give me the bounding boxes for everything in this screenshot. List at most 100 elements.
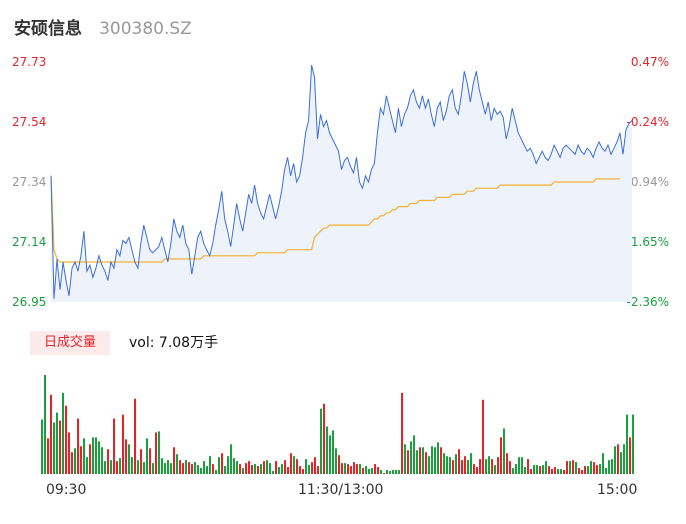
volume-bar — [275, 461, 278, 474]
volume-bar — [50, 394, 53, 474]
volume-bar — [260, 464, 263, 474]
volume-bar — [629, 437, 632, 474]
volume-bar — [251, 465, 254, 474]
volume-bar — [476, 467, 479, 474]
volume-bar — [467, 460, 470, 474]
volume-bar — [362, 468, 365, 474]
volume-bar — [473, 464, 476, 474]
volume-bar — [557, 469, 560, 474]
volume-bar — [59, 420, 62, 474]
volume-bar — [191, 464, 194, 474]
volume-bar — [542, 465, 545, 474]
volume-bar — [623, 444, 626, 474]
volume-bar — [332, 430, 335, 474]
volume-bar — [323, 403, 326, 474]
price-axis-label-low: 26.95 — [12, 295, 47, 309]
volume-bar — [455, 454, 458, 474]
volume-bar — [302, 469, 305, 474]
volume-bar — [593, 462, 596, 474]
volume-bar — [464, 456, 467, 474]
volume-bar — [446, 456, 449, 474]
volume-bar — [500, 437, 503, 474]
volume-bar — [521, 457, 524, 474]
volume-bar — [383, 473, 386, 474]
volume-bar — [47, 438, 50, 474]
volume-bar — [182, 463, 185, 474]
volume-bar — [194, 462, 197, 474]
volume-bar — [314, 457, 317, 474]
volume-bar — [254, 464, 257, 474]
price-axis-label-high: 27.73 — [12, 55, 47, 69]
volume-bar — [338, 455, 341, 474]
volume-tab[interactable]: 日成交量 — [30, 331, 110, 355]
volume-bar — [146, 438, 149, 474]
volume-bar — [530, 469, 533, 474]
volume-bar — [143, 462, 146, 474]
time-label-open: 09:30 — [46, 482, 87, 498]
volume-bar — [494, 465, 497, 474]
volume-bar — [113, 418, 116, 474]
volume-bar — [263, 461, 266, 474]
volume-bar — [305, 459, 308, 474]
volume-bar — [155, 432, 158, 474]
volume-bar — [377, 467, 380, 474]
volume-bar — [269, 463, 272, 474]
pct-axis-label-high: 0.47% — [630, 55, 669, 69]
volume-bar — [110, 460, 113, 474]
volume-bar — [548, 466, 551, 474]
volume-bar — [167, 460, 170, 474]
stock-code: 300380.SZ — [99, 19, 192, 39]
volume-bar — [389, 471, 392, 474]
volume-bar — [233, 458, 236, 474]
volume-bar — [71, 452, 74, 474]
volume-bar — [515, 464, 518, 474]
volume-bar — [62, 392, 65, 474]
volume-bar — [257, 466, 260, 474]
volume-bar — [266, 460, 269, 474]
volume-bar — [176, 454, 179, 474]
volume-bar — [221, 453, 224, 474]
volume-bar — [587, 466, 590, 474]
volume-bar — [326, 426, 329, 474]
average-price-line — [50, 175, 620, 263]
volume-bar — [317, 466, 320, 474]
volume-bar — [359, 464, 362, 474]
volume-bar — [44, 375, 47, 474]
volume-bar — [371, 468, 374, 474]
volume-bar — [344, 463, 347, 474]
volume-bar — [437, 442, 440, 474]
volume-bar — [380, 470, 383, 474]
volume-bar — [614, 446, 617, 474]
volume-bar — [404, 444, 407, 474]
volume-bar — [98, 441, 101, 474]
volume-bar — [230, 444, 233, 474]
volume-bar — [485, 459, 488, 474]
volume-bar — [335, 448, 338, 474]
volume-bar — [119, 458, 122, 474]
volume-bar — [185, 460, 188, 474]
volume-bar — [524, 467, 527, 474]
volume-bar — [53, 422, 56, 474]
volume-bar — [479, 459, 482, 474]
pct-axis-label-prev-close: -0.94% — [626, 175, 669, 189]
volume-bar — [620, 452, 623, 474]
volume-bar — [452, 460, 455, 474]
volume-bar — [566, 461, 569, 474]
volume-bar — [68, 432, 71, 474]
volume-bar — [272, 471, 275, 474]
volume-bar — [407, 450, 410, 474]
volume-bar — [419, 447, 422, 474]
volume-bar — [518, 457, 521, 474]
volume-bar — [161, 458, 164, 474]
volume-bar — [539, 466, 542, 474]
volume-bar — [434, 447, 437, 474]
volume-bar — [602, 453, 605, 474]
volume-bar — [293, 456, 296, 474]
volume-bar — [227, 456, 230, 474]
volume-bar — [179, 460, 182, 474]
volume-bar — [242, 468, 245, 474]
volume-bar — [152, 463, 155, 474]
volume-bar — [596, 465, 599, 474]
